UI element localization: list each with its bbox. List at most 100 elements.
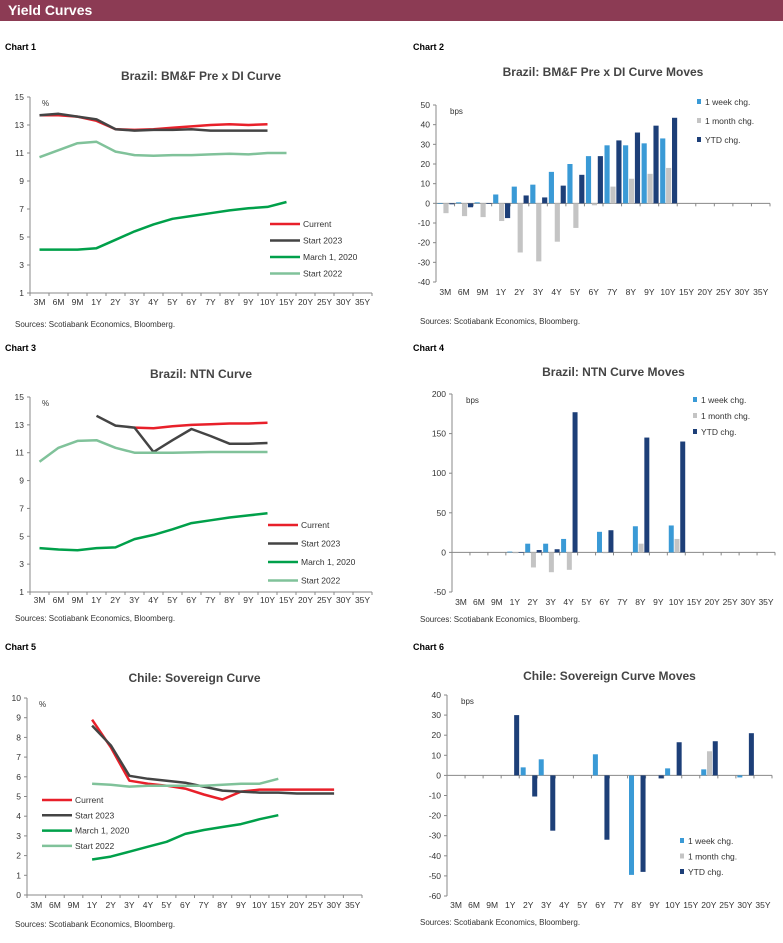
y-tick-label: -40 [429,851,442,861]
y-tick-label: 0 [16,890,21,900]
bar-1-month-chg- [548,552,554,573]
x-tick-label: 7Y [205,297,216,307]
x-tick-label: 1Y [496,287,507,297]
x-tick-label: 15Y [271,900,286,910]
series-line-2 [39,200,287,251]
y-tick-label: 11 [15,148,24,158]
y-tick-label: 10 [432,750,442,760]
x-tick-label: 20Y [289,900,304,910]
x-tick-label: 20Y [705,597,720,607]
x-tick-label: 10Y [260,595,275,605]
series-line-0 [91,718,335,801]
x-tick-label: 2Y [528,597,539,607]
legend-swatch [697,99,701,104]
series-line-0 [134,421,268,430]
bar-ytd-chg- [644,437,650,553]
bar-ytd-chg- [554,549,560,553]
chart-title: Brazil: BM&F Pre x DI Curve Moves [503,65,704,79]
x-tick-label: 4Y [148,297,159,307]
bar-1-week-chg- [641,143,647,204]
chart-1: Brazil: BM&F Pre x DI Curve%135791113153… [15,69,373,329]
x-tick-label: 30Y [336,595,351,605]
y-tick-label: -10 [429,791,442,801]
bar-1-month-chg- [674,538,680,553]
bar-ytd-chg- [604,775,610,840]
y-tick-label: 10 [12,693,22,703]
chart-label-5: Chart 5 [5,642,37,652]
x-tick-label: 30Y [336,297,351,307]
x-tick-label: 9Y [649,900,660,910]
legend-label: 1 week chg. [701,395,746,405]
y-tick-label: 3 [19,559,24,569]
bar-ytd-chg- [658,775,664,779]
bar-1-week-chg- [493,194,499,204]
legend-label: Start 2022 [75,841,114,851]
y-tick-label: 2 [16,851,21,861]
chart-title: Chile: Sovereign Curve [128,671,260,685]
x-tick-label: 3Y [545,597,556,607]
x-tick-label: 5Y [577,900,588,910]
y-tick-label: 0 [436,770,441,780]
bar-1-week-chg- [701,769,707,776]
bar-1-week-chg- [456,202,462,204]
x-tick-label: 8Y [217,900,228,910]
bar-1-week-chg- [520,767,526,776]
bar-1-month-chg- [628,178,635,204]
x-tick-label: 35Y [753,287,768,297]
x-tick-label: 9M [68,900,80,910]
y-tick-label: 200 [432,389,446,399]
bar-1-week-chg- [437,203,443,204]
legend-label: Start 2023 [75,810,114,820]
legend-label: 1 month chg. [701,411,750,421]
x-tick-label: 1Y [91,297,102,307]
x-tick-label: 5Y [167,297,178,307]
bar-1-week-chg- [585,156,592,204]
x-tick-label: 6Y [186,595,197,605]
y-tick-label: 13 [15,120,25,130]
x-tick-label: 15Y [687,597,702,607]
bar-1-month-chg- [573,203,579,228]
x-tick-label: 1Y [505,900,516,910]
x-tick-label: 5Y [167,595,178,605]
bar-1-month-chg- [517,203,523,253]
x-tick-label: 5Y [581,597,592,607]
y-tick-label: 9 [16,713,21,723]
legend-label: Current [75,795,104,805]
bar-1-week-chg- [561,538,567,553]
bar-1-month-chg- [480,203,486,218]
x-tick-label: 6Y [186,297,197,307]
bar-1-week-chg- [668,525,674,553]
bar-1-week-chg- [538,759,544,776]
x-tick-label: 10Y [665,900,680,910]
legend-label: Current [301,520,330,530]
bar-1-month-chg- [602,552,608,554]
legend-label: YTD chg. [688,867,723,877]
x-tick-label: 10Y [260,297,275,307]
bar-1-week-chg- [511,186,517,204]
section-title: Yield Curves [8,2,93,18]
y-tick-label: -20 [429,811,442,821]
legend-label: 1 week chg. [705,97,750,107]
y-tick-label: 9 [19,176,24,186]
x-tick-label: 5Y [570,287,581,297]
x-tick-label: 15Y [279,297,294,307]
bar-ytd-chg- [634,132,641,204]
y-unit-label: % [39,700,46,709]
y-tick-label: 11 [15,448,24,458]
legend-swatch [693,397,697,402]
x-tick-label: 30Y [737,900,752,910]
x-tick-label: 25Y [317,595,332,605]
y-tick-label: -50 [429,871,442,881]
bar-1-week-chg- [596,531,602,553]
legend-label: Start 2023 [301,539,340,549]
x-tick-label: 1Y [91,595,102,605]
section-header: Yield Curves [0,0,783,21]
bar-ytd-chg- [672,117,678,204]
x-tick-label: 9M [491,597,503,607]
bar-ytd-chg- [550,775,556,831]
bar-1-week-chg- [660,138,666,204]
x-tick-label: 3M [450,900,462,910]
bar-ytd-chg- [748,733,754,776]
chart-label-2: Chart 2 [413,42,445,52]
